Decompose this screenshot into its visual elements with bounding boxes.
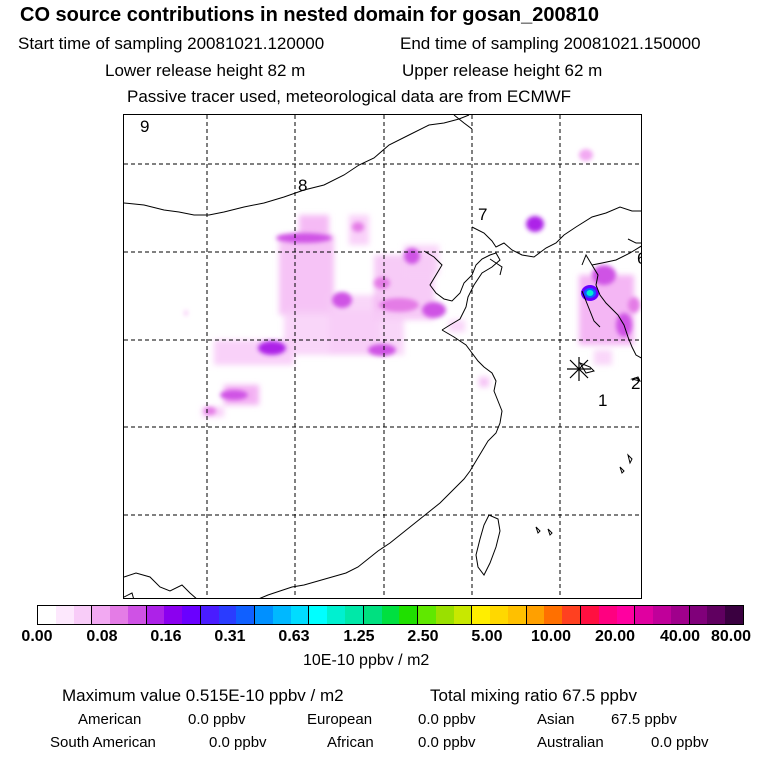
colorbar-segment	[164, 606, 183, 624]
end-time-label: End time of sampling 20081021.150000	[400, 34, 701, 53]
receptor-star-icon	[567, 357, 591, 381]
tracer-label: Passive tracer used, meteorological data…	[127, 87, 572, 106]
colorbar-segment	[544, 606, 563, 624]
marker-8: 8	[298, 176, 307, 195]
colorbar-segment	[254, 606, 273, 624]
colorbar-segment	[362, 606, 382, 624]
colorbar-tick-label: 0.00	[21, 628, 53, 645]
colorbar-segment	[145, 606, 165, 624]
asian-value: 67.5 ppbv	[611, 711, 677, 728]
colorbar-units: 10E-10 ppbv / m2	[303, 652, 430, 669]
colorbar-segment	[562, 606, 580, 624]
colorbar-segment	[55, 606, 74, 624]
colorbar-segment	[725, 606, 743, 624]
graticule	[124, 115, 641, 598]
american-value: 0.0 ppbv	[188, 711, 246, 728]
colorbar-segment	[236, 606, 255, 624]
colorbar-segment	[127, 606, 146, 624]
colorbar-segment	[182, 606, 200, 624]
colorbar-segment	[327, 606, 346, 624]
colorbar-segment	[453, 606, 472, 624]
colorbar-tick-label: 20.00	[594, 628, 636, 645]
colorbar-segment	[199, 606, 219, 624]
concentration-plume	[202, 215, 634, 417]
total-mixing-ratio: Total mixing ratio 67.5 ppbv	[430, 686, 637, 705]
marker-6: 6	[637, 249, 642, 268]
marker-9: 9	[140, 117, 149, 136]
colorbar-segment	[490, 606, 508, 624]
colorbar-tick-label: 40.00	[659, 628, 701, 645]
colorbar-segment	[91, 606, 111, 624]
marker-1: 1	[598, 391, 607, 410]
colorbar-segment	[598, 606, 617, 624]
colorbar-segment	[579, 606, 599, 624]
source-hotspot	[581, 285, 599, 301]
marker-7: 7	[478, 205, 487, 224]
colorbar-segment	[670, 606, 689, 624]
european-label: European	[307, 711, 373, 728]
plot-title: CO source contributions in nested domain…	[20, 4, 600, 26]
colorbar-tick-label: 2.50	[407, 628, 439, 645]
coastlines	[124, 115, 641, 598]
australian-value: 0.0 ppbv	[651, 734, 709, 751]
colorbar-segment	[110, 606, 128, 624]
lower-release-label: Lower release height 82 m	[105, 61, 306, 80]
colorbar-tick-label: 80.00	[710, 628, 752, 645]
american-label: American	[78, 711, 142, 728]
colorbar-segment	[634, 606, 654, 624]
colorbar-segment	[399, 606, 418, 624]
colorbar-segment	[417, 606, 436, 624]
max-value-label: Maximum value 0.515E-10 ppbv / m2	[62, 686, 344, 705]
colorbar-tick-label: 0.16	[150, 628, 182, 645]
asian-label: Asian	[537, 711, 575, 728]
colorbar-segment	[525, 606, 545, 624]
south-american-value: 0.0 ppbv	[209, 734, 267, 751]
colorbar-tick-label: 0.08	[86, 628, 118, 645]
colorbar-segment	[507, 606, 526, 624]
colorbar-tick-label: 10.00	[530, 628, 572, 645]
colorbar-segment	[308, 606, 328, 624]
south-american-label: South American	[50, 734, 156, 751]
colorbar-segment	[218, 606, 237, 624]
colorbar-segment	[73, 606, 92, 624]
colorbar-segment	[616, 606, 635, 624]
colorbar-tick-label: 0.63	[278, 628, 310, 645]
colorbar-segment	[290, 606, 309, 624]
australian-label: Australian	[537, 734, 604, 751]
african-label: African	[327, 734, 374, 751]
colorbar-segment	[381, 606, 400, 624]
colorbar-segment	[471, 606, 491, 624]
upper-release-label: Upper release height 62 m	[402, 61, 603, 80]
colorbar-segment	[435, 606, 454, 624]
colorbar-tick-label: 5.00	[471, 628, 503, 645]
start-time-label: Start time of sampling 20081021.120000	[18, 34, 325, 53]
marker-2: 2	[631, 374, 640, 393]
african-value: 0.0 ppbv	[418, 734, 476, 751]
colorbar-segment	[272, 606, 291, 624]
colorbar-tick-label: 0.31	[214, 628, 246, 645]
colorbar-segment	[653, 606, 671, 624]
colorbar-segment	[345, 606, 363, 624]
colorbar	[37, 605, 744, 625]
map-canvas: 9 8 7 6 2 1	[124, 115, 642, 598]
colorbar-segment	[38, 606, 56, 624]
map-panel[interactable]: 9 8 7 6 2 1	[123, 114, 642, 599]
colorbar-segment	[707, 606, 726, 624]
colorbar-segment	[688, 606, 708, 624]
colorbar-tick-label: 1.25	[343, 628, 375, 645]
european-value: 0.0 ppbv	[418, 711, 476, 728]
